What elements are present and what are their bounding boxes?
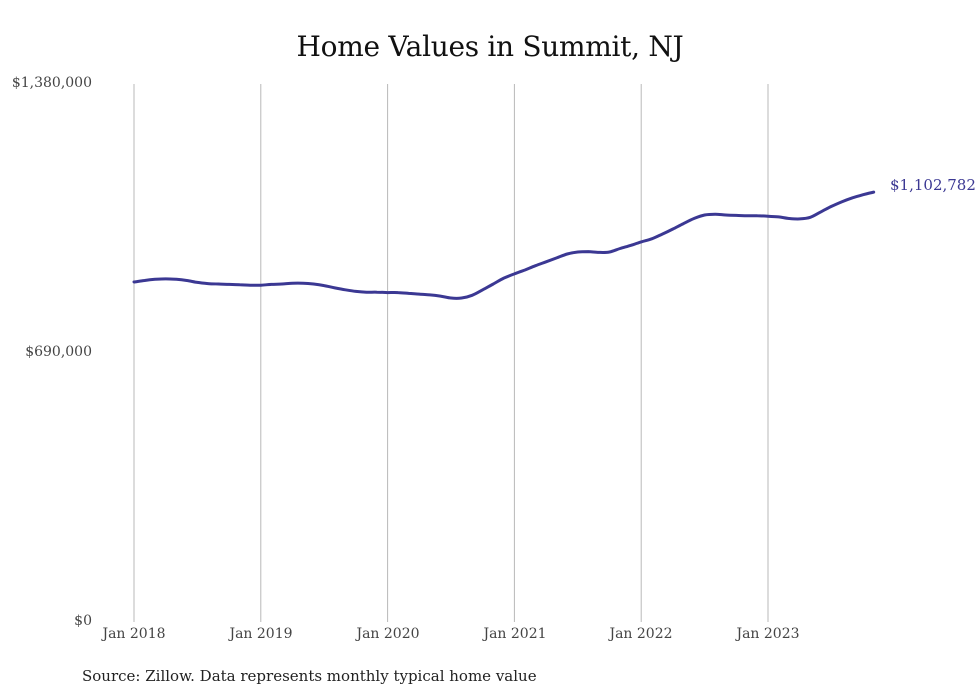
x-tick-2018: Jan 2018 (102, 626, 166, 642)
x-tick-2022: Jan 2022 (609, 626, 673, 642)
y-tick-mid: $690,000 (25, 344, 92, 360)
home-value-line (132, 190, 876, 300)
y-tick-max: $1,380,000 (11, 75, 92, 91)
end-value-label: $1,102,782 (890, 176, 976, 194)
x-tick-2023: Jan 2023 (736, 626, 800, 642)
x-tick-2020: Jan 2020 (356, 626, 420, 642)
gridlines (133, 84, 769, 622)
source-note: Source: Zillow. Data represents monthly … (82, 667, 537, 685)
y-tick-zero: $0 (74, 613, 92, 629)
chart-title: Home Values in Summit, NJ (296, 30, 684, 63)
x-tick-2019: Jan 2019 (229, 626, 293, 642)
x-tick-2021: Jan 2021 (483, 626, 547, 642)
